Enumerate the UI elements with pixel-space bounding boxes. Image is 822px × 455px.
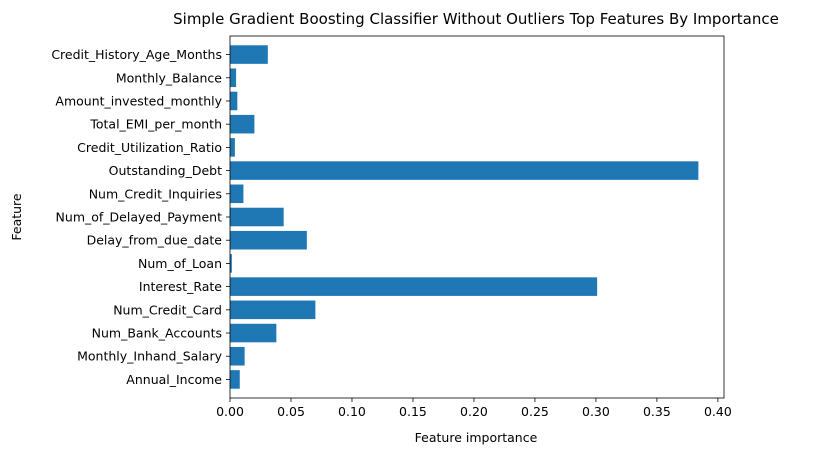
bar-num-credit-card xyxy=(230,300,316,320)
y-tick-label: Num_of_Delayed_Payment xyxy=(56,210,223,225)
y-axis-label: Feature xyxy=(9,193,24,241)
x-axis-label: Feature importance xyxy=(415,430,538,445)
y-tick-label: Monthly_Balance xyxy=(116,70,222,85)
bar-num-bank-accounts xyxy=(230,323,277,343)
bar-interest-rate xyxy=(230,277,598,296)
x-tick-label: 0.25 xyxy=(521,404,549,419)
x-tick-label: 0.00 xyxy=(216,404,244,419)
plot-area: Annual_Income Monthly_Inhand_Salary Num_Ba… xyxy=(51,35,732,419)
y-tick-label: Num_Bank_Accounts xyxy=(92,326,222,341)
bar-credit-history-age-months xyxy=(230,45,268,64)
bar-delay-from-due-date xyxy=(230,230,307,250)
x-tick-label: 0.10 xyxy=(338,404,366,419)
y-tick-label: Num_of_Loan xyxy=(138,256,222,271)
y-tick-label: Credit_Utilization_Ratio xyxy=(77,140,222,155)
bar-num-of-delayed-payment xyxy=(230,207,284,227)
y-tick-label: Annual_Income xyxy=(126,372,222,387)
y-tick-label: Monthly_Inhand_Salary xyxy=(77,349,222,364)
bar-num-credit-inquiries xyxy=(230,184,244,204)
bar-monthly-inhand-salary xyxy=(230,346,245,366)
x-tick-label: 0.15 xyxy=(399,404,427,419)
bar-total-emi-per-month xyxy=(230,114,255,134)
y-tick-label: Outstanding_Debt xyxy=(109,163,222,178)
y-tick-label: Num_Credit_Inquiries xyxy=(89,186,222,201)
axes-frame xyxy=(229,35,725,399)
y-tick-label: Interest_Rate xyxy=(139,279,222,294)
y-tick-label: Total_EMI_per_month xyxy=(89,117,222,132)
x-tick-label: 0.05 xyxy=(277,404,305,419)
bar-monthly-balance xyxy=(230,68,237,88)
chart-title: Simple Gradient Boosting Classifier With… xyxy=(173,10,779,28)
y-tick-label: Credit_History_Age_Months xyxy=(51,47,222,62)
bar-credit-utilization-ratio xyxy=(230,138,235,157)
y-tick-label: Amount_invested_monthly xyxy=(55,93,222,108)
y-tick-label: Num_Credit_Card xyxy=(113,302,222,317)
bar-num-of-loan xyxy=(230,254,232,273)
y-tick-label: Delay_from_due_date xyxy=(87,233,223,248)
x-tick-label: 0.20 xyxy=(460,404,488,419)
bar-outstanding-debt xyxy=(230,161,699,180)
bar-annual-income xyxy=(230,370,240,389)
bar-amount-invested-monthly xyxy=(230,91,238,111)
x-tick-label: 0.35 xyxy=(643,404,671,419)
x-tick-label: 0.40 xyxy=(704,404,732,419)
x-tick-label: 0.30 xyxy=(582,404,610,419)
